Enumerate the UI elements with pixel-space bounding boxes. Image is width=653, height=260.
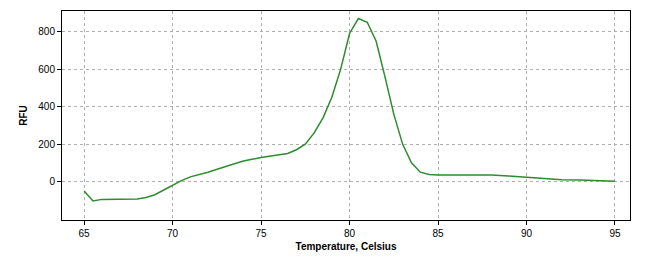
svg-text:85: 85 [432,228,444,239]
svg-text:0: 0 [49,176,55,187]
svg-text:Temperature, Celsius: Temperature, Celsius [296,241,397,252]
svg-text:90: 90 [521,228,533,239]
svg-text:800: 800 [38,26,55,37]
svg-text:600: 600 [38,64,55,75]
svg-text:400: 400 [38,101,55,112]
svg-text:RFU: RFU [18,105,29,126]
svg-text:70: 70 [167,228,179,239]
svg-text:80: 80 [344,228,356,239]
svg-text:200: 200 [38,139,55,150]
svg-text:75: 75 [256,228,268,239]
svg-text:65: 65 [79,228,91,239]
svg-text:95: 95 [609,228,621,239]
